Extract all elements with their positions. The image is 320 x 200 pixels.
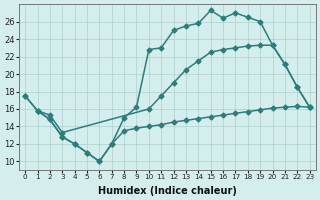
X-axis label: Humidex (Indice chaleur): Humidex (Indice chaleur) bbox=[98, 186, 237, 196]
